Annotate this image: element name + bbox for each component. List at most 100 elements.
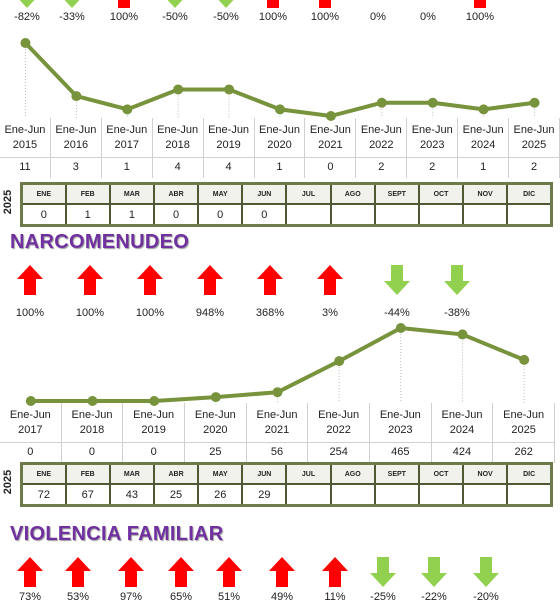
trend-point: [20, 38, 31, 48]
change-label: 0%: [420, 11, 436, 23]
trend-point: [529, 97, 540, 108]
arrow-up: [197, 265, 223, 295]
month-value: 0: [20, 203, 67, 227]
arrow-up: [317, 265, 343, 295]
period-cell: Ene-Jun 2018: [152, 118, 204, 158]
change-label: -50%: [213, 11, 239, 23]
period-cell: Ene-Jun 2022: [308, 403, 370, 443]
month-value: 72: [20, 483, 67, 507]
month-header-row: ENE FEB MAR ABR MAY JUN JUL AGO SEPT OCT NOV DIC: [20, 462, 553, 485]
trend-point: [210, 392, 221, 403]
trend-point: [25, 396, 36, 406]
count-cell: 465: [370, 443, 432, 463]
month-header: ENE: [20, 182, 67, 205]
period-cell: Ene-Jun 2023: [370, 403, 432, 443]
monthly-table: ENE FEB MAR ABR MAY JUN JUL AGO SEPT OCT NOV DIC 0 1 1…: [20, 182, 553, 227]
count-cell: 1: [458, 158, 510, 178]
trend-point: [427, 97, 438, 108]
period-cell: Ene-Jun 2015: [0, 118, 51, 158]
month-value: 25: [152, 483, 200, 507]
period-cell: Ene-Jun 2017: [0, 403, 62, 443]
change-label: -22%: [421, 591, 447, 600]
period-cell: Ene-Jun 2025: [493, 403, 555, 443]
trend-point: [457, 329, 468, 340]
month-value: 26: [197, 483, 244, 507]
month-value: [329, 483, 376, 507]
trend-point: [71, 91, 82, 102]
change-label: 11%: [324, 591, 346, 600]
count-cell: 2: [509, 158, 560, 178]
month-value: [506, 203, 553, 227]
month-header: ABR: [152, 462, 200, 485]
month-value: [373, 203, 420, 227]
arrow-down: [444, 265, 470, 295]
monthly-table: ENE FEB MAR ABR MAY JUN JUL AGO SEPT OCT NOV DIC 72 6…: [20, 462, 553, 507]
change-label: 73%: [18, 591, 42, 600]
trend-point: [122, 104, 133, 115]
count-cell: 2: [356, 158, 408, 178]
period-cell: Ene-Jun 2021: [246, 403, 309, 443]
change-label: 100%: [465, 11, 495, 23]
month-value: [417, 483, 465, 507]
section-title: VIOLENCIA FAMILIAR: [10, 523, 224, 545]
change-label: 51%: [217, 591, 241, 600]
trend-point: [173, 84, 184, 95]
arrow-up: [257, 265, 283, 295]
arrow-down: [370, 557, 396, 587]
month-value: 0: [197, 203, 244, 227]
month-header: NOV: [462, 182, 509, 205]
count-cell: 0: [62, 443, 124, 463]
change-label: -82%: [14, 11, 40, 23]
change-label: 100%: [310, 11, 340, 23]
count-cell: 0: [0, 443, 62, 463]
month-header: MAR: [108, 462, 155, 485]
month-header: JUN: [241, 462, 288, 485]
change-label: -50%: [162, 11, 188, 23]
change-label: -38%: [444, 307, 470, 319]
trend-point: [334, 356, 345, 367]
month-value: [285, 203, 332, 227]
count-cell: 424: [432, 443, 494, 463]
arrow-up: [322, 557, 348, 587]
arrow-up: [118, 557, 144, 587]
change-label: 100%: [15, 307, 45, 319]
count-cell: 56: [247, 443, 309, 463]
change-label: -20%: [473, 591, 499, 600]
month-value: [285, 483, 332, 507]
arrow-down: [421, 557, 447, 587]
month-value: 1: [64, 203, 111, 227]
arrow-up: [77, 265, 103, 295]
change-label: -33%: [59, 11, 85, 23]
trend-point: [149, 396, 160, 406]
month-value: [462, 483, 509, 507]
period-cell: Ene-Jun 2016: [50, 118, 102, 158]
count-cell: 0: [123, 443, 185, 463]
arrow-down: [19, 0, 35, 8]
month-value: 43: [108, 483, 155, 507]
month-value: 29: [241, 483, 288, 507]
count-cell: 1: [102, 158, 153, 178]
trend-point: [272, 387, 283, 398]
month-header: JUL: [285, 182, 332, 205]
count-cell: 0: [305, 158, 357, 178]
month-value: 0: [241, 203, 288, 227]
trend-point: [395, 323, 406, 333]
period-cell: Ene-Jun 2019: [203, 118, 255, 158]
month-header: DIC: [506, 462, 553, 485]
month-header: SEPT: [373, 462, 420, 485]
change-label: 53%: [66, 591, 90, 600]
period-cell: Ene-Jun 2021: [305, 118, 357, 158]
month-value-row: 72 67 43 25 26 29: [20, 483, 553, 507]
month-header: SEPT: [373, 182, 420, 205]
arrow-up: [17, 265, 43, 295]
change-label: 65%: [169, 591, 193, 600]
period-cell: Ene-Jun 2025: [509, 118, 560, 158]
count-cell: 11: [0, 158, 51, 178]
period-cell: Ene-Jun 2020: [185, 403, 247, 443]
count-cell: 4: [153, 158, 204, 178]
change-label: 100%: [109, 11, 139, 23]
change-label: 49%: [270, 591, 294, 600]
count-cell: 1: [255, 158, 306, 178]
month-value: 0: [152, 203, 200, 227]
change-label: -44%: [384, 307, 410, 319]
